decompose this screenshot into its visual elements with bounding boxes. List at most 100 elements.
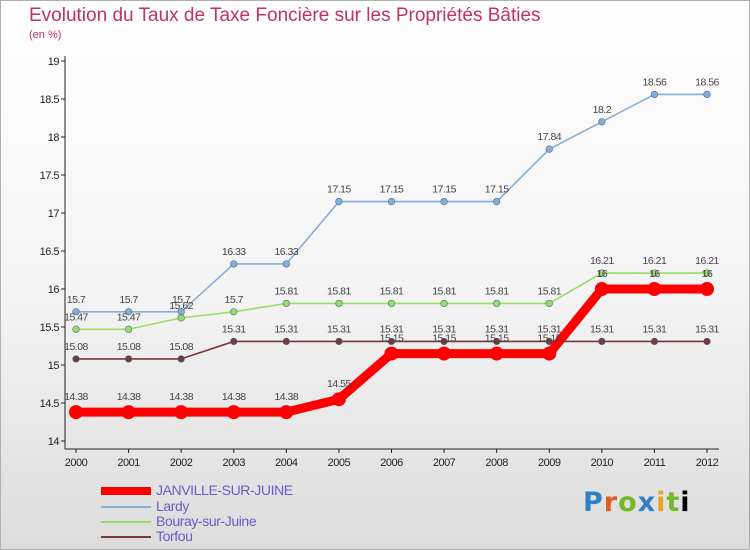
data-label-torfou: 15.31 xyxy=(222,323,246,335)
data-point-bouray-sur-juine xyxy=(282,299,290,308)
logo-letter: i xyxy=(656,487,667,518)
data-label-bouray-sur-juine: 15.47 xyxy=(117,311,141,323)
data-label-janville-sur-juine: 14.38 xyxy=(64,391,88,403)
data-point-bouray-sur-juine xyxy=(335,299,343,308)
y-axis-unit: (en %) xyxy=(29,29,62,41)
data-point-janville-sur-juine xyxy=(69,405,83,420)
legend-label: Bouray-sur-Juine xyxy=(156,513,257,529)
data-label-janville-sur-juine: 14.38 xyxy=(169,391,193,403)
y-tick-label: 14 xyxy=(48,436,60,448)
data-label-lardy: 17.15 xyxy=(485,184,509,196)
x-tick-label: 2001 xyxy=(117,457,140,469)
x-tick-label: 2011 xyxy=(644,457,666,469)
legend-swatch xyxy=(101,506,151,508)
data-label-lardy: 18.56 xyxy=(643,76,667,88)
data-label-bouray-sur-juine: 15.81 xyxy=(432,285,456,297)
data-point-torfou xyxy=(387,337,396,346)
data-point-torfou xyxy=(282,337,290,346)
data-label-torfou: 15.31 xyxy=(485,323,509,335)
data-label-layer: 15.7 15.7 15.7 16.33 16.33 17.15 17.15 17.15 17.… xyxy=(64,76,720,403)
data-label-bouray-sur-juine: 15.81 xyxy=(485,285,509,297)
data-point-bouray-sur-juine xyxy=(598,269,606,277)
data-label-janville-sur-juine: 14.38 xyxy=(222,391,246,403)
data-label-lardy: 16.33 xyxy=(222,246,246,258)
data-point-janville-sur-juine xyxy=(279,405,294,420)
data-label-torfou: 15.31 xyxy=(380,323,404,335)
chart-title: Evolution du Taux de Taxe Foncière sur l… xyxy=(29,5,541,26)
data-point-torfou xyxy=(124,355,133,363)
data-point-lardy xyxy=(335,198,343,206)
y-tick-label: 18.5 xyxy=(40,94,60,106)
data-label-janville-sur-juine: 15.15 xyxy=(432,333,456,345)
x-tick-label: 2008 xyxy=(485,457,508,469)
data-label-bouray-sur-juine: 15.81 xyxy=(327,285,351,297)
data-point-bouray-sur-juine xyxy=(440,299,448,308)
data-label-lardy: 15.7 xyxy=(67,294,86,306)
data-label-janville-sur-juine: 16 xyxy=(596,268,607,280)
data-point-torfou xyxy=(230,337,238,346)
data-label-lardy: 17.15 xyxy=(380,184,404,196)
legend-swatch xyxy=(101,521,151,523)
data-label-janville-sur-juine: 14.38 xyxy=(117,391,141,403)
data-point-janville-sur-juine xyxy=(542,346,557,361)
data-point-bouray-sur-juine xyxy=(387,299,396,308)
x-tick-label: 2005 xyxy=(328,457,351,469)
x-tick-label: 2003 xyxy=(223,457,246,469)
axes: 14 14.5 15 15.5 16 16.5 17 17.5 18 18.5 19 2000 2001… xyxy=(40,56,719,469)
data-label-bouray-sur-juine: 16.21 xyxy=(643,255,667,267)
data-label-janville-sur-juine: 14.55 xyxy=(327,378,351,390)
data-label-torfou: 15.08 xyxy=(64,341,88,353)
data-point-janville-sur-juine xyxy=(437,346,452,361)
data-point-torfou xyxy=(177,355,185,363)
legend-label: JANVILLE-SUR-JUINE xyxy=(156,482,293,498)
legend-label: Lardy xyxy=(156,498,190,514)
data-point-lardy xyxy=(703,90,711,99)
data-label-janville-sur-juine: 15.15 xyxy=(485,333,509,345)
data-point-lardy xyxy=(545,145,553,153)
data-label-bouray-sur-juine: 15.81 xyxy=(537,285,561,297)
x-tick-label: 2007 xyxy=(433,457,456,469)
y-tick-label: 19 xyxy=(48,56,60,68)
logo-letter: o xyxy=(618,487,638,518)
data-point-bouray-sur-juine xyxy=(545,299,553,308)
data-point-lardy xyxy=(493,198,501,206)
series-layer xyxy=(69,90,714,420)
data-label-lardy: 15.7 xyxy=(172,294,191,306)
data-label-torfou: 15.31 xyxy=(274,323,298,335)
x-tick-label: 2009 xyxy=(538,457,561,469)
data-point-lardy xyxy=(440,198,448,206)
x-tick-label: 2010 xyxy=(591,457,614,469)
logo-letter: t xyxy=(666,487,681,518)
data-label-torfou: 15.31 xyxy=(695,323,719,335)
data-label-torfou: 15.31 xyxy=(327,323,351,335)
data-point-bouray-sur-juine xyxy=(703,269,711,277)
legend-swatch xyxy=(101,536,151,538)
data-label-janville-sur-juine: 15.15 xyxy=(537,333,561,345)
data-point-bouray-sur-juine xyxy=(177,314,185,322)
logo-letter: i xyxy=(680,487,691,518)
y-tick-label: 16 xyxy=(48,284,60,296)
legend-swatch xyxy=(101,487,151,495)
data-point-torfou xyxy=(72,355,80,363)
data-label-torfou: 15.08 xyxy=(117,341,141,353)
data-label-bouray-sur-juine: 15.62 xyxy=(169,300,193,312)
data-label-bouray-sur-juine: 16.21 xyxy=(695,255,719,267)
data-label-torfou: 15.31 xyxy=(537,323,561,335)
data-point-janville-sur-juine xyxy=(121,405,136,420)
x-tick-label: 2000 xyxy=(65,457,88,469)
data-label-lardy: 17.15 xyxy=(432,184,456,196)
data-label-janville-sur-juine: 14.38 xyxy=(274,391,298,403)
data-point-lardy xyxy=(387,198,396,206)
data-point-lardy xyxy=(124,308,133,316)
data-label-torfou: 15.31 xyxy=(590,323,614,335)
data-point-torfou xyxy=(335,337,343,346)
data-point-lardy xyxy=(650,90,659,99)
data-point-lardy xyxy=(72,308,80,316)
data-label-torfou: 15.08 xyxy=(169,341,193,353)
logo-letter: r xyxy=(603,487,619,518)
data-point-janville-sur-juine xyxy=(226,405,241,420)
data-label-janville-sur-juine: 16 xyxy=(702,268,713,280)
logo-letter: x xyxy=(637,487,657,518)
y-tick-label: 15 xyxy=(48,360,60,372)
